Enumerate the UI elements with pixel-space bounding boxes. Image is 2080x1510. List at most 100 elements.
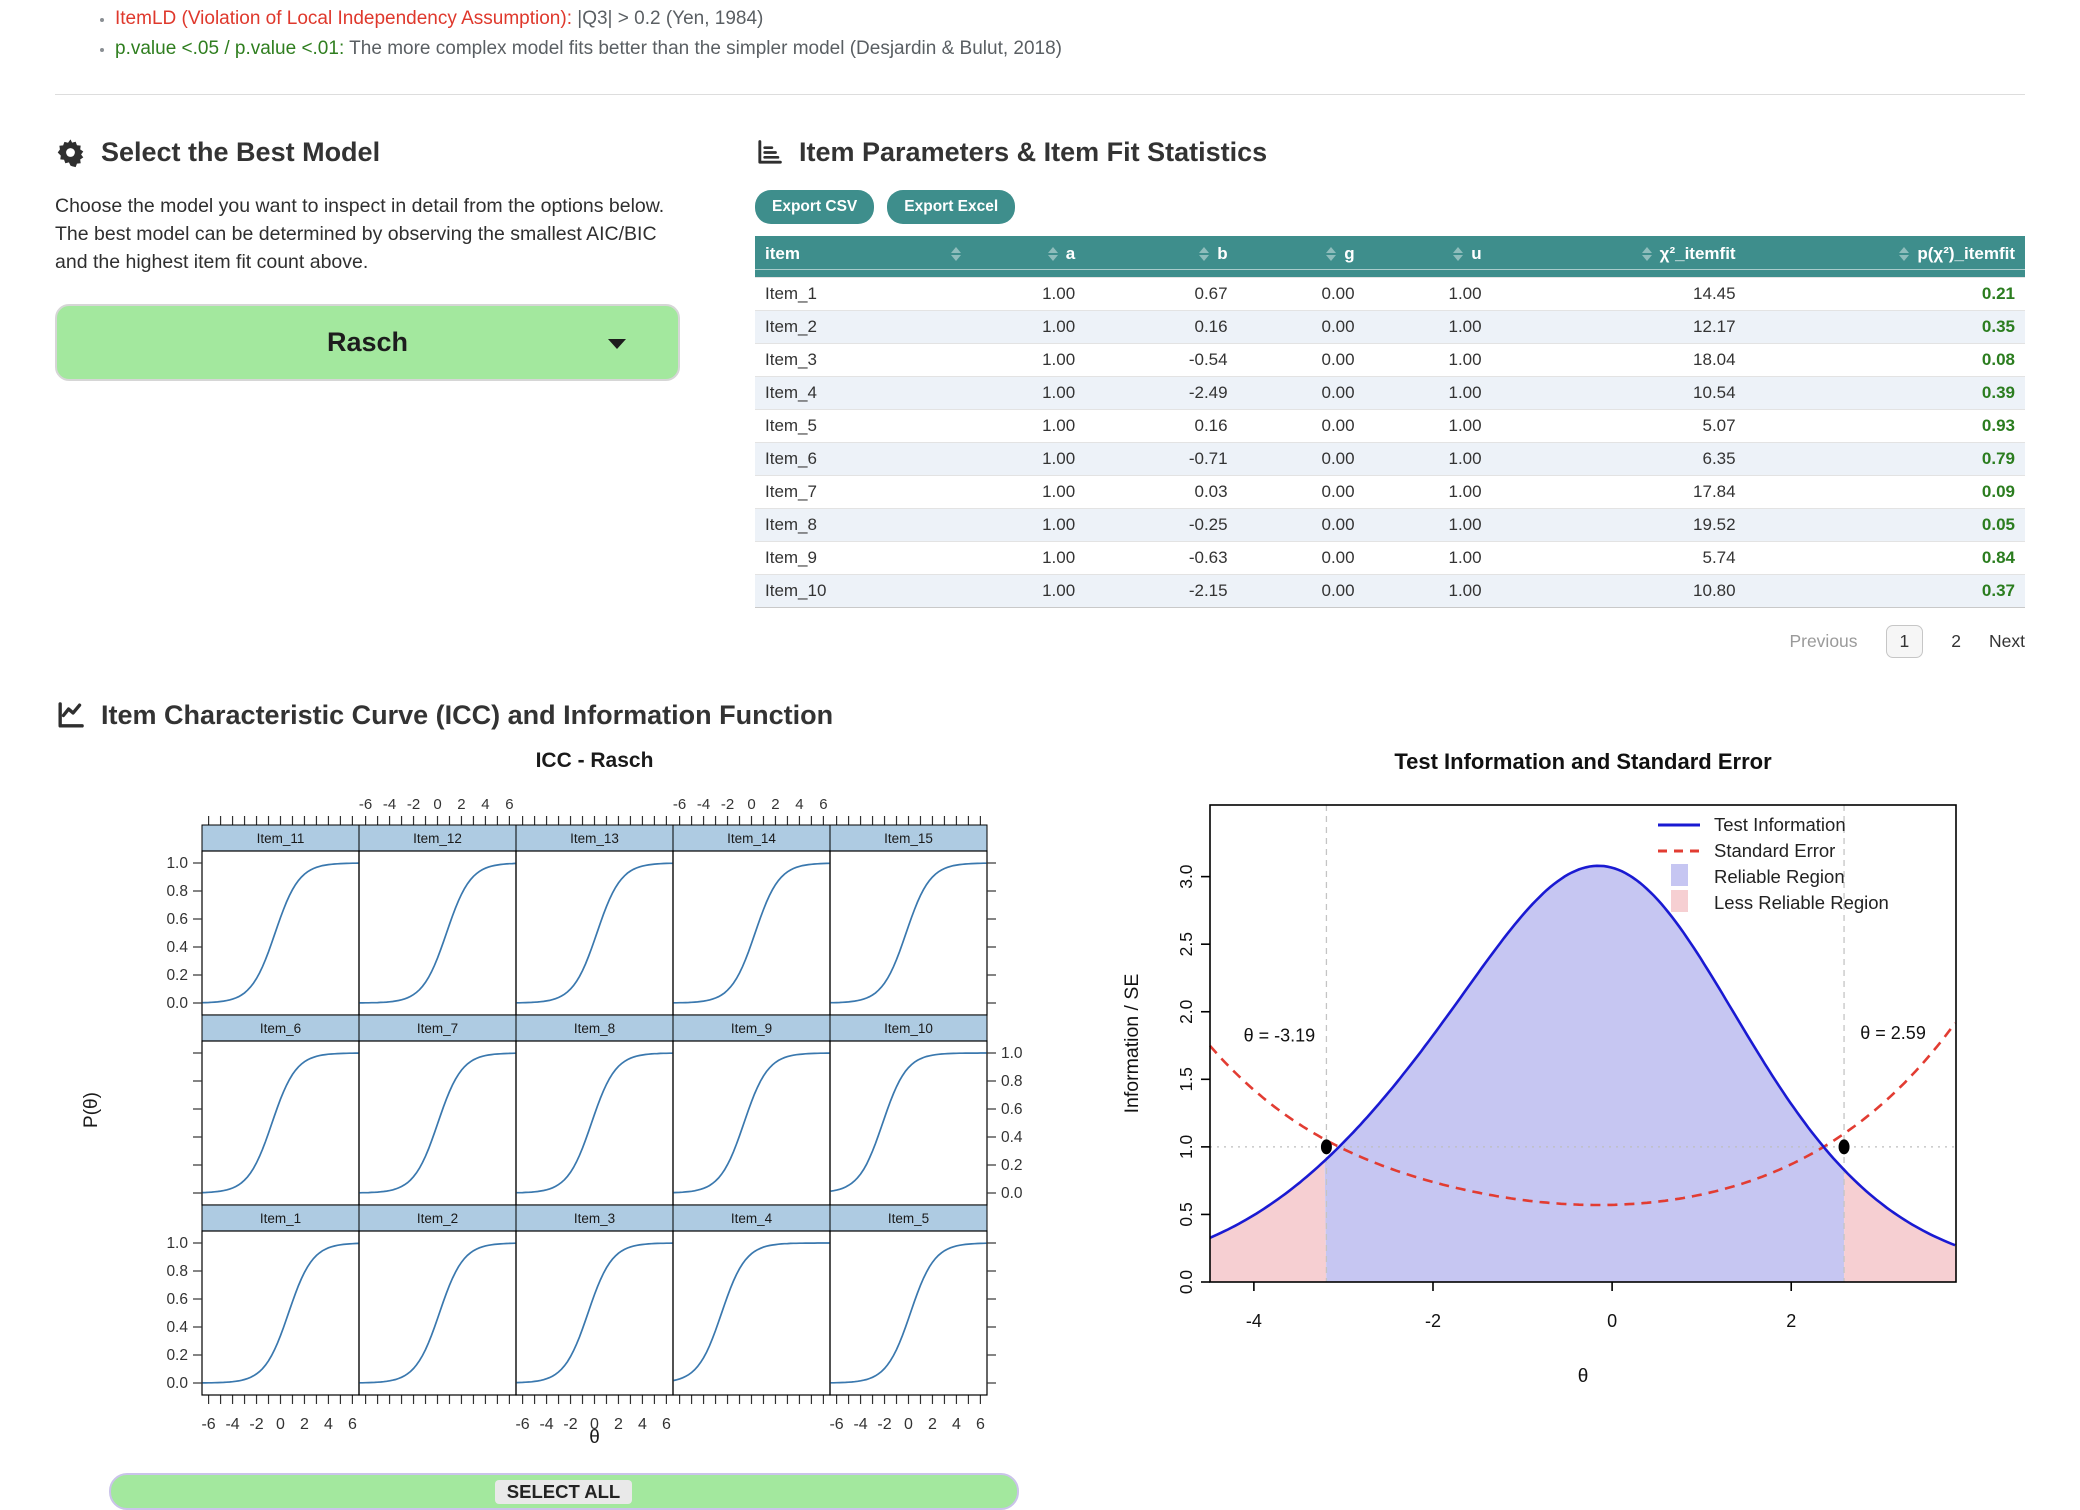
column-header-1[interactable]: a xyxy=(970,236,1086,278)
pagination-next[interactable]: Next xyxy=(1989,631,2025,651)
cell-value: 1.00 xyxy=(970,442,1086,476)
table-row[interactable]: Item_7 1.00 0.03 0.00 1.00 17.84 0.09 xyxy=(755,475,2025,509)
svg-text:-6: -6 xyxy=(359,796,372,813)
icc-section-title: Item Characteristic Curve (ICC) and Info… xyxy=(101,700,834,730)
svg-text:Item_3: Item_3 xyxy=(574,1211,615,1226)
cell-item: Item_7 xyxy=(755,475,971,509)
column-header-5[interactable]: χ²_itemfit xyxy=(1491,236,1746,278)
svg-text:0.6: 0.6 xyxy=(166,1291,188,1308)
svg-text:2: 2 xyxy=(928,1416,937,1433)
cell-pvalue: 0.35 xyxy=(1745,310,2025,344)
cell-value: 5.07 xyxy=(1491,409,1746,443)
svg-text:3.0: 3.0 xyxy=(1176,864,1196,889)
cell-value: -0.54 xyxy=(1085,343,1238,377)
cell-value: 1.00 xyxy=(970,574,1086,608)
cell-pvalue: 0.08 xyxy=(1745,343,2025,377)
svg-text:1.0: 1.0 xyxy=(166,855,188,872)
column-header-item[interactable]: item xyxy=(755,236,971,278)
svg-text:-6: -6 xyxy=(829,1416,843,1433)
svg-text:Item_1: Item_1 xyxy=(260,1211,301,1226)
cell-value: 1.00 xyxy=(970,310,1086,344)
table-row[interactable]: Item_5 1.00 0.16 0.00 1.00 5.07 0.93 xyxy=(755,409,2025,443)
cell-value: -2.15 xyxy=(1085,574,1238,608)
svg-text:4: 4 xyxy=(481,796,489,813)
svg-text:0: 0 xyxy=(433,796,441,813)
sort-icon xyxy=(950,247,961,261)
cell-pvalue: 0.84 xyxy=(1745,541,2025,575)
svg-text:2: 2 xyxy=(300,1416,309,1433)
svg-text:Reliable Region: Reliable Region xyxy=(1714,866,1845,887)
svg-text:0.4: 0.4 xyxy=(166,1319,188,1336)
svg-text:1.0: 1.0 xyxy=(1176,1134,1196,1159)
svg-text:-2: -2 xyxy=(249,1416,263,1433)
svg-text:0.8: 0.8 xyxy=(166,1263,188,1280)
cell-value: 1.00 xyxy=(970,376,1086,410)
cell-value: 0.16 xyxy=(1085,310,1238,344)
cell-pvalue: 0.37 xyxy=(1745,574,2025,608)
cell-value: 0.00 xyxy=(1237,442,1365,476)
svg-text:4: 4 xyxy=(638,1416,647,1433)
cell-value: 0.00 xyxy=(1237,409,1365,443)
table-row[interactable]: Item_9 1.00 -0.63 0.00 1.00 5.74 0.84 xyxy=(755,541,2025,575)
table-row[interactable]: Item_1 1.00 0.67 0.00 1.00 14.45 0.21 xyxy=(755,277,2025,311)
table-row[interactable]: Item_8 1.00 -0.25 0.00 1.00 19.52 0.05 xyxy=(755,508,2025,542)
sort-icon xyxy=(1641,247,1652,261)
pagination-previous[interactable]: Previous xyxy=(1789,631,1858,651)
cell-value: 1.00 xyxy=(1364,574,1492,608)
cell-value: 12.17 xyxy=(1491,310,1746,344)
cell-pvalue: 0.09 xyxy=(1745,475,2025,509)
table-row[interactable]: Item_10 1.00 -2.15 0.00 1.00 10.80 0.37 xyxy=(755,574,2025,608)
table-row[interactable]: Item_3 1.00 -0.54 0.00 1.00 18.04 0.08 xyxy=(755,343,2025,377)
svg-text:6: 6 xyxy=(976,1416,985,1433)
table-row[interactable]: Item_2 1.00 0.16 0.00 1.00 12.17 0.35 xyxy=(755,310,2025,344)
svg-text:θ: θ xyxy=(589,1427,600,1448)
cell-value: 1.00 xyxy=(1364,442,1492,476)
test-information-plot: θ = -3.19 θ = 2.59 Test Information Standar… xyxy=(1121,749,1957,1387)
svg-text:Item_6: Item_6 xyxy=(260,1021,301,1036)
chevron-down-icon xyxy=(608,338,626,349)
svg-text:1.0: 1.0 xyxy=(1001,1045,1023,1062)
svg-text:-4: -4 xyxy=(697,796,710,813)
cell-value: 1.00 xyxy=(970,475,1086,509)
table-row[interactable]: Item_4 1.00 -2.49 0.00 1.00 10.54 0.39 xyxy=(755,376,2025,410)
svg-text:2.5: 2.5 xyxy=(1176,932,1196,956)
svg-text:-4: -4 xyxy=(539,1416,553,1433)
svg-text:Item_11: Item_11 xyxy=(257,831,305,846)
select-all-button[interactable]: SELECT ALL xyxy=(108,1473,1019,1510)
export-excel-button[interactable]: Export Excel xyxy=(887,190,1016,224)
svg-text:-2: -2 xyxy=(563,1416,577,1433)
table-row[interactable]: Item_6 1.00 -0.71 0.00 1.00 6.35 0.79 xyxy=(755,442,2025,476)
model-select-description: Choose the model you want to inspect in … xyxy=(55,195,665,274)
cell-value: 1.00 xyxy=(1364,475,1492,509)
cell-value: 14.45 xyxy=(1491,277,1746,311)
item-fit-table: item a b g u χ²_itemfit p(χ²)_itemfit Item_1 1.… xyxy=(755,236,2026,608)
column-header-4[interactable]: u xyxy=(1364,236,1492,278)
svg-text:Information / SE: Information / SE xyxy=(1121,974,1143,1114)
column-header-6[interactable]: p(χ²)_itemfit xyxy=(1745,236,2026,278)
note-pvalue: p.value <.05 / p.value <.01: The more co… xyxy=(115,34,2025,64)
sort-icon xyxy=(1326,247,1337,261)
svg-text:0.2: 0.2 xyxy=(1001,1157,1023,1174)
cell-value: -2.49 xyxy=(1085,376,1238,410)
column-header-2[interactable]: b xyxy=(1085,236,1238,278)
svg-text:θ: θ xyxy=(1578,1366,1589,1387)
export-csv-button[interactable]: Export CSV xyxy=(755,190,875,224)
svg-text:Item_15: Item_15 xyxy=(884,831,933,846)
divider xyxy=(55,94,2025,95)
test-information-figure: θ = -3.19 θ = 2.59 Test Information Standar… xyxy=(1060,737,2080,1442)
svg-text:0.4: 0.4 xyxy=(166,939,188,956)
column-header-3[interactable]: g xyxy=(1237,236,1365,278)
pagination-page-1[interactable]: 1 xyxy=(1885,625,1924,658)
model-select-panel: Select the Best Model Choose the model y… xyxy=(55,137,683,658)
cell-value: 1.00 xyxy=(970,343,1086,377)
icc-figure: ICC - Rasch -6 -4 -2 0 2 4 6 -6 -4 -2 0 2 4 6 -6 -4 -2 0 2 4… xyxy=(55,737,1060,1510)
note-itemld-highlight: ItemLD (Violation of Local Independency … xyxy=(115,8,572,29)
cell-value: 0.00 xyxy=(1237,574,1365,608)
cell-value: 1.00 xyxy=(1364,277,1492,311)
cell-item: Item_9 xyxy=(755,541,971,575)
svg-text:Item_7: Item_7 xyxy=(417,1021,458,1036)
pagination-page-2[interactable]: 2 xyxy=(1951,631,1962,651)
svg-text:-2: -2 xyxy=(407,796,420,813)
model-dropdown[interactable]: Rasch xyxy=(55,304,680,382)
cell-value: 6.35 xyxy=(1491,442,1746,476)
